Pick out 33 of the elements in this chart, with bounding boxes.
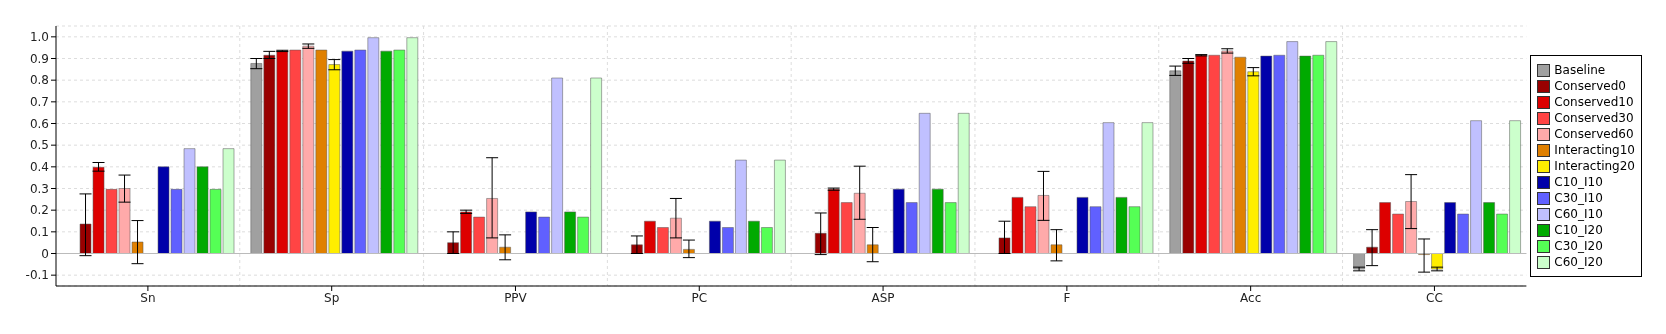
legend-label: Conserved0 <box>1554 78 1626 94</box>
legend-label: Baseline <box>1554 62 1606 78</box>
legend-label: C30_I10 <box>1554 190 1603 206</box>
legend-label: C10_I10 <box>1554 174 1603 190</box>
y-tick-label: 0.7 <box>29 95 49 110</box>
x-tick-label: PPV <box>504 290 528 305</box>
y-tick-label: 0.5 <box>29 138 49 153</box>
legend-label: Interacting10 <box>1554 142 1635 158</box>
x-tick-label: Sp <box>324 290 340 305</box>
y-tick-label: 0.8 <box>29 73 49 88</box>
x-tick-label: Sn <box>140 290 156 305</box>
y-tick-label: 1.0 <box>29 30 49 45</box>
legend-label: Conserved30 <box>1554 110 1634 126</box>
x-tick-label: CC <box>1426 290 1443 305</box>
legend-label: C60_I20 <box>1554 254 1603 270</box>
x-tick-label: PC <box>691 290 708 305</box>
legend-label: C10_I20 <box>1554 222 1603 238</box>
y-tick-label: -0.1 <box>25 268 49 283</box>
x-tick-label: F <box>1063 290 1071 305</box>
y-tick-label: 0.2 <box>29 203 49 218</box>
y-tick-label: 0.9 <box>29 51 49 66</box>
x-tick-label: ASP <box>871 290 895 305</box>
legend-label: Conserved10 <box>1554 94 1634 110</box>
legend-label: Interacting20 <box>1554 158 1635 174</box>
y-tick-label: 0.4 <box>29 160 49 175</box>
y-tick-label: 0.1 <box>29 225 49 240</box>
y-tick-label: 0 <box>41 246 49 261</box>
x-tick-label: Acc <box>1240 290 1262 305</box>
legend-label: Conserved60 <box>1554 126 1634 142</box>
y-tick-label: 0.3 <box>29 181 49 196</box>
legend-label: C30_I20 <box>1554 238 1603 254</box>
legend-label: C60_I10 <box>1554 206 1603 222</box>
y-tick-label: 0.6 <box>29 116 49 131</box>
